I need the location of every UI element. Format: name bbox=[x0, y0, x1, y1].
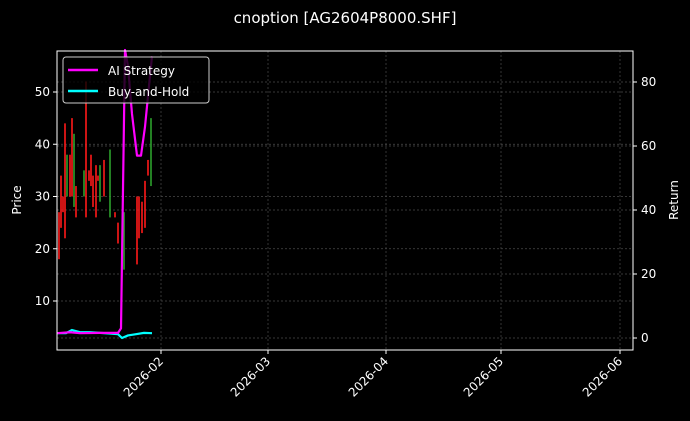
x-tick-label: 2026-02 bbox=[121, 354, 166, 399]
chart-title: cnoption [AG2604P8000.SHF] bbox=[233, 9, 457, 27]
x-axis-ticks: 2026-02 2026-03 2026-04 2026-05 2026-06 bbox=[121, 350, 625, 400]
series-line-buy-and-hold bbox=[57, 328, 153, 340]
y-tick-label-left: 40 bbox=[35, 137, 50, 151]
y-tick-label-left: 50 bbox=[35, 85, 50, 99]
legend: AI Strategy Buy-and-Hold bbox=[62, 56, 210, 104]
x-tick-label: 2026-04 bbox=[346, 354, 391, 399]
y-tick-label-right: 60 bbox=[641, 139, 656, 153]
legend-box bbox=[62, 56, 210, 104]
legend-label-buy-and-hold: Buy-and-Hold bbox=[108, 85, 189, 99]
legend-label-ai-strategy: AI Strategy bbox=[108, 64, 175, 78]
right-axis-ticks: 0 20 40 60 80 bbox=[633, 75, 656, 345]
y-tick-label-left: 10 bbox=[35, 294, 50, 308]
x-tick-label: 2026-03 bbox=[228, 354, 273, 399]
left-axis-ticks: 10 20 30 40 50 bbox=[35, 85, 57, 308]
y-axis-label-left: Price bbox=[10, 185, 24, 214]
x-tick-label: 2026-05 bbox=[461, 354, 506, 399]
candlestick-bars bbox=[58, 81, 152, 270]
y-tick-label-right: 40 bbox=[641, 203, 656, 217]
y-tick-label-left: 20 bbox=[35, 242, 50, 256]
x-tick-label: 2026-06 bbox=[580, 354, 625, 399]
y-tick-label-right: 20 bbox=[641, 267, 656, 281]
y-tick-label-right: 0 bbox=[641, 331, 649, 345]
plot-frame bbox=[56, 50, 634, 351]
y-tick-label-left: 30 bbox=[35, 190, 50, 204]
grid-lines bbox=[57, 51, 633, 350]
y-axis-label-right: Return bbox=[667, 180, 681, 220]
y-tick-label-right: 80 bbox=[641, 75, 656, 89]
